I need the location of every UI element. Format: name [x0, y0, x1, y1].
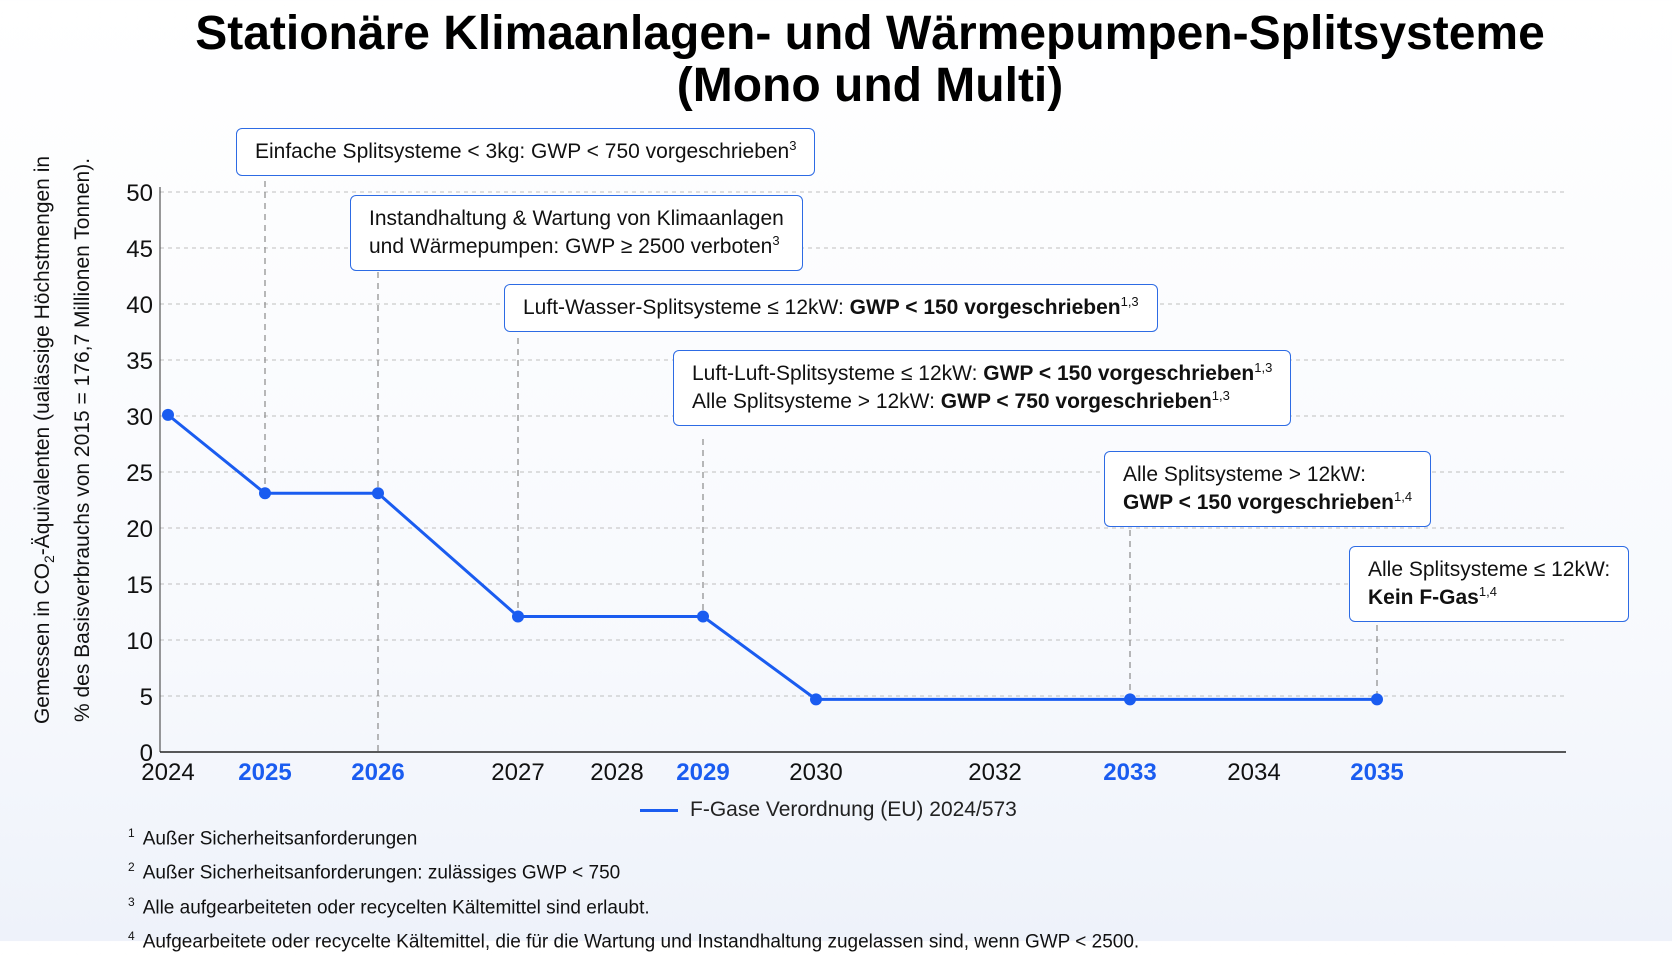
y-tick-label-35: 35 [126, 348, 153, 375]
data-point-2035 [1371, 693, 1383, 706]
event-lines [264, 181, 1378, 752]
x-tick-label-2030: 2030 [789, 759, 842, 786]
footnote-1: 1 Außer Sicherheitsanforderungen [128, 826, 418, 850]
data-point-2030 [810, 693, 822, 706]
y-tick-label-40: 40 [126, 292, 153, 319]
y-tick-label-25: 25 [126, 460, 153, 487]
data-point-2024 [162, 408, 174, 421]
footnote-2: 2 Außer Sicherheitsanforderungen: zulässi… [128, 860, 621, 884]
x-tick-label-2035: 2035 [1350, 759, 1403, 786]
data-point-2026 [372, 487, 384, 500]
chart-title: Stationäre Klimaanlagen- und Wärmepumpen… [0, 8, 1672, 112]
axes [159, 187, 1566, 753]
x-tick-label-2026: 2026 [351, 759, 404, 786]
x-tick-label-2033: 2033 [1103, 759, 1156, 786]
x-tick-label-2025: 2025 [238, 759, 291, 786]
title-line-1: Stationäre Klimaanlagen- und Wärmepumpen… [195, 7, 1545, 60]
y-tick-label-45: 45 [126, 236, 153, 263]
callout-2027: Luft-Wasser-Splitsysteme ≤ 12kW: GWP < 1… [504, 284, 1158, 332]
legend-label: F-Gase Verordnung (EU) 2024/573 [690, 798, 1017, 821]
x-tick-label-2027: 2027 [491, 759, 544, 786]
callout-2029: Luft-Luft-Splitsysteme ≤ 12kW: GWP < 150… [673, 350, 1292, 426]
footnote-4: 4 Aufgearbeitete oder recycelte Kältemitt… [128, 928, 1140, 953]
data-point-2025 [259, 487, 271, 500]
callout-2035: Alle Splitsysteme ≤ 12kW: Kein F-Gas1,4 [1349, 546, 1630, 622]
x-tick-label-2028: 2028 [590, 759, 643, 786]
y-tick-label-5: 5 [140, 684, 153, 711]
y-tick-label-20: 20 [126, 516, 153, 543]
y-tick-label-0: 0 [140, 740, 153, 767]
callout-2033: Alle Splitsysteme > 12kW: GWP < 150 vorg… [1104, 451, 1432, 527]
series-layer [162, 408, 1383, 706]
x-tick-label-2024: 2024 [141, 759, 194, 786]
gridlines [160, 191, 1566, 697]
x-tick-label-2032: 2032 [968, 759, 1021, 786]
y-tick-label-30: 30 [126, 404, 153, 431]
x-tick-label-2034: 2034 [1227, 759, 1280, 786]
footnotes: 1 Außer Sicherheitsanforderungen 2 Außer S… [128, 819, 1139, 956]
series-line [167, 413, 1377, 701]
footnote-3: 3 Alle aufgearbeiteten oder recycelten Kä… [128, 894, 650, 918]
data-point-2027 [512, 610, 524, 623]
y-tick-label-10: 10 [126, 628, 153, 655]
data-point-2029 [697, 610, 709, 623]
legend: F-Gase Verordnung (EU) 2024/573 [640, 798, 1017, 822]
y-tick-label-15: 15 [126, 572, 153, 599]
x-tick-label-2029: 2029 [676, 759, 729, 786]
title-line-2: (Mono und Multi) [676, 59, 1064, 112]
y-tick-label-50: 50 [126, 180, 153, 207]
callout-2025: Einfache Splitsysteme < 3kg: GWP < 750 v… [236, 128, 816, 176]
callout-2026: Instandhaltung & Wartung von Klimaanlage… [350, 195, 803, 271]
legend-swatch [640, 808, 678, 812]
data-point-2033 [1124, 693, 1136, 706]
